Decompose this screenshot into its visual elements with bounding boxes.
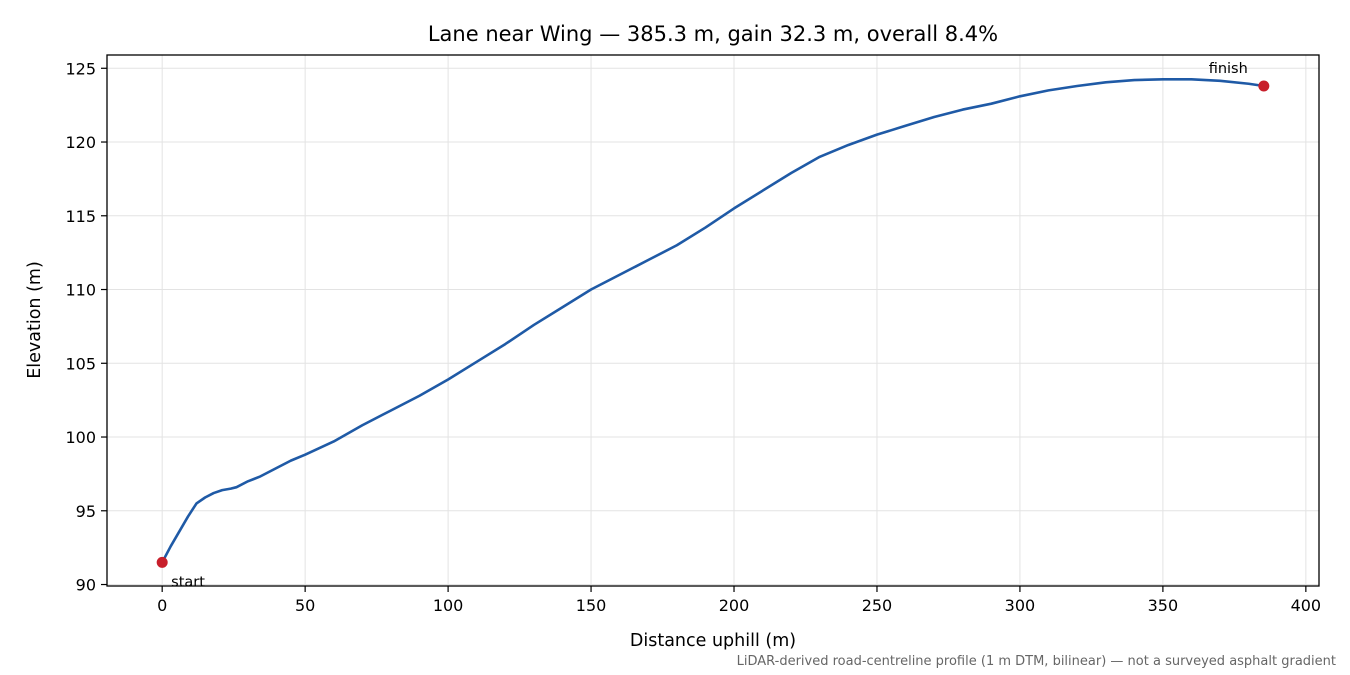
- chart-title: Lane near Wing — 385.3 m, gain 32.3 m, o…: [428, 22, 998, 46]
- finish-marker: [1258, 80, 1270, 92]
- x-tick-label: 150: [576, 596, 607, 615]
- plot-area-frame: [106, 54, 1320, 587]
- y-tick-label: 105: [65, 354, 96, 373]
- axis-ticks: 0 50 100 150 200 250 300 350 400 90 95 100 105 110 115…: [65, 59, 1321, 615]
- y-tick-label: 95: [76, 502, 96, 521]
- endpoint-markers: start finish: [156, 61, 1270, 590]
- gridlines: [107, 55, 1319, 586]
- x-tick-label: 50: [295, 596, 315, 615]
- x-tick-label: 200: [719, 596, 750, 615]
- x-tick-label: 250: [862, 596, 893, 615]
- finish-label: finish: [1209, 61, 1248, 77]
- x-tick-label: 0: [157, 596, 167, 615]
- y-tick-label: 120: [65, 133, 96, 152]
- x-tick-label: 300: [1005, 596, 1036, 615]
- y-axis-title: Elevation (m): [25, 261, 45, 379]
- y-tick-label: 125: [65, 59, 96, 78]
- x-axis-title: Distance uphill (m): [630, 631, 796, 651]
- y-tick-label: 115: [65, 207, 96, 226]
- start-label: start: [171, 574, 205, 590]
- x-tick-label: 350: [1148, 596, 1179, 615]
- y-tick-label: 90: [76, 576, 96, 595]
- x-tick-label: 100: [433, 596, 464, 615]
- x-tick-label: 400: [1291, 596, 1322, 615]
- y-tick-label: 110: [65, 281, 96, 300]
- start-marker: [156, 556, 168, 568]
- elevation-profile-line: [160, 78, 1266, 564]
- footnote: LiDAR-derived road-centreline profile (1…: [737, 654, 1336, 669]
- y-tick-label: 100: [65, 428, 96, 447]
